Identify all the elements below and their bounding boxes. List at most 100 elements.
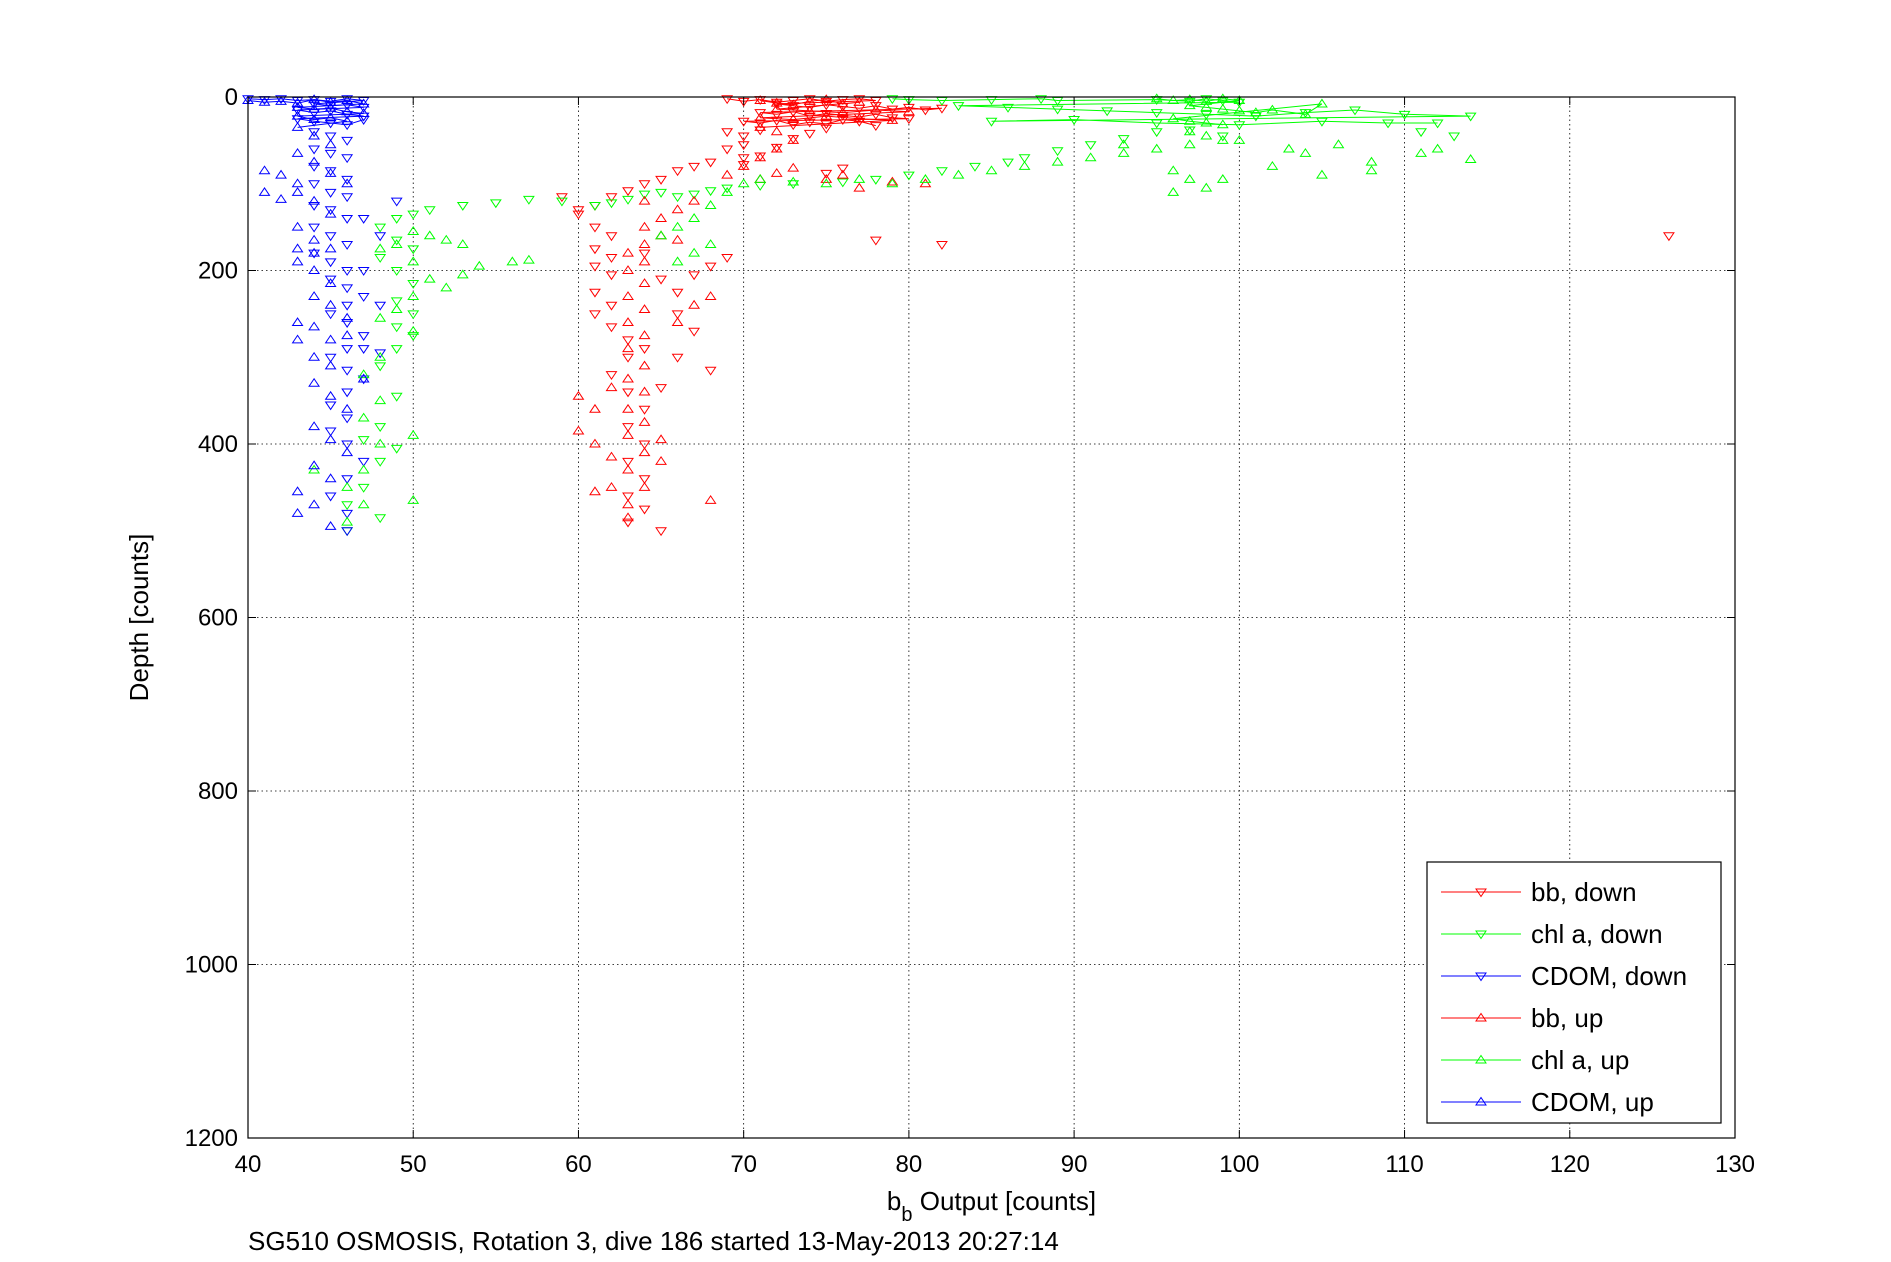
data-point xyxy=(638,330,651,340)
data-point xyxy=(324,521,337,530)
data-point xyxy=(1332,139,1345,149)
x-tick-label: 120 xyxy=(1550,1151,1590,1178)
legend-item: CDOM, up xyxy=(1441,1087,1654,1117)
data-point xyxy=(902,106,915,116)
legend-label: chl a, down xyxy=(1531,919,1663,949)
data-point xyxy=(407,310,420,320)
data-point xyxy=(291,334,304,344)
data-point xyxy=(638,447,651,457)
x-tick-label: 70 xyxy=(730,1151,757,1178)
data-point xyxy=(1167,165,1180,175)
data-point xyxy=(836,116,849,125)
data-point xyxy=(324,275,337,285)
data-point xyxy=(291,178,304,188)
data-point xyxy=(622,518,634,528)
data-point xyxy=(1349,106,1361,116)
data-point xyxy=(1200,102,1213,111)
data-point xyxy=(456,269,469,279)
data-point xyxy=(638,278,651,288)
legend-item: bb, up xyxy=(1441,1003,1603,1033)
data-point xyxy=(341,509,354,519)
data-point xyxy=(1266,104,1279,114)
data-point xyxy=(671,193,684,203)
data-point xyxy=(622,403,634,413)
data-point xyxy=(357,436,370,446)
data-point xyxy=(489,199,502,209)
data-point xyxy=(324,96,337,106)
data-point xyxy=(341,175,354,185)
data-point xyxy=(1183,115,1196,125)
data-point xyxy=(341,115,354,125)
data-point xyxy=(324,360,337,370)
data-point xyxy=(1167,187,1180,196)
data-point xyxy=(291,147,304,157)
data-point xyxy=(308,351,321,361)
data-point xyxy=(605,199,618,209)
data-point xyxy=(324,427,337,437)
data-point xyxy=(655,384,667,394)
data-point xyxy=(869,104,882,114)
data-point xyxy=(787,102,800,112)
data-point xyxy=(324,434,337,444)
data-point xyxy=(390,345,403,354)
data-point xyxy=(605,323,618,333)
data-point xyxy=(275,95,287,105)
data-point xyxy=(671,317,684,327)
data-point xyxy=(754,121,767,131)
data-point xyxy=(423,273,436,283)
data-point xyxy=(275,169,287,179)
y-tick-label: 800 xyxy=(198,778,238,805)
data-point xyxy=(589,201,601,211)
data-point xyxy=(308,201,321,211)
data-point xyxy=(258,187,271,196)
data-point xyxy=(357,332,370,341)
data-point xyxy=(1167,95,1180,104)
data-point xyxy=(589,262,601,272)
x-tick-label: 40 xyxy=(235,1151,262,1178)
data-point xyxy=(589,486,601,496)
data-point xyxy=(1365,165,1378,175)
data-point xyxy=(456,201,469,211)
data-point xyxy=(704,494,717,504)
data-point xyxy=(704,239,717,248)
data-point xyxy=(374,253,387,263)
data-point xyxy=(1200,95,1213,105)
data-point xyxy=(1051,147,1064,157)
data-point xyxy=(555,197,568,207)
data-point xyxy=(374,232,387,242)
data-point xyxy=(407,291,420,301)
data-point xyxy=(638,345,651,354)
legend-item: CDOM, down xyxy=(1441,961,1687,991)
data-point xyxy=(886,176,899,186)
data-point xyxy=(357,412,370,422)
data-point xyxy=(754,95,767,104)
data-point xyxy=(1183,174,1196,183)
data-point xyxy=(407,325,420,335)
data-point xyxy=(787,176,800,186)
data-point xyxy=(324,167,337,177)
data-point xyxy=(390,304,403,314)
data-point xyxy=(324,473,337,483)
data-point xyxy=(638,505,651,515)
data-point xyxy=(308,247,321,257)
data-point xyxy=(357,98,370,108)
data-point xyxy=(357,214,370,224)
data-point xyxy=(341,301,354,311)
data-point xyxy=(572,390,585,400)
data-point xyxy=(1299,108,1312,118)
data-point xyxy=(390,267,403,276)
data-point xyxy=(605,301,618,311)
data-point xyxy=(374,514,387,524)
data-point xyxy=(555,193,568,203)
series-1 xyxy=(341,95,1477,537)
data-point xyxy=(1051,156,1064,166)
data-point xyxy=(886,105,899,115)
legend-marker xyxy=(1475,972,1487,982)
data-point xyxy=(1101,107,1114,117)
data-point xyxy=(1382,119,1394,129)
data-point xyxy=(1216,103,1229,113)
data-point xyxy=(886,115,899,124)
data-point xyxy=(820,124,833,134)
series-line xyxy=(247,98,364,126)
